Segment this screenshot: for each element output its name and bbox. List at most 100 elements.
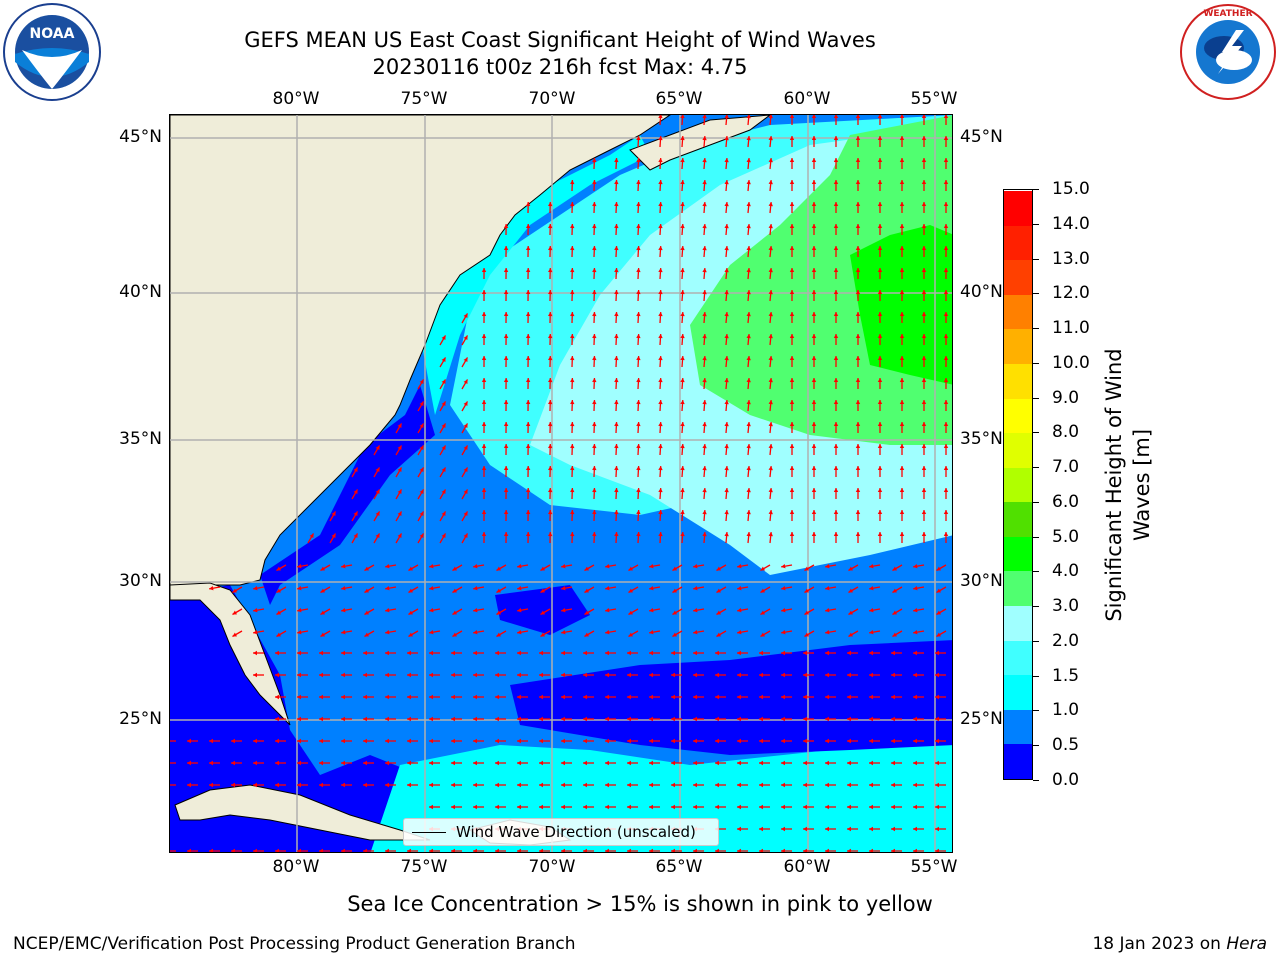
- direction-arrowhead: [297, 586, 302, 591]
- direction-arrowhead: [397, 533, 402, 539]
- direction-arrowhead: [584, 632, 590, 637]
- colorbar-segment: [1004, 398, 1032, 434]
- direction-arrowhead: [768, 356, 773, 361]
- direction-arrowhead: [921, 444, 927, 448]
- direction-arrowhead: [891, 782, 895, 788]
- direction-arrowhead: [803, 672, 807, 678]
- colorbar-segment: [1004, 536, 1032, 572]
- direction-arrowhead: [913, 826, 917, 832]
- direction-arrowhead: [353, 511, 358, 517]
- direction-arrowhead: [899, 510, 905, 514]
- direction-arrowhead: [702, 246, 707, 251]
- direction-arrowhead: [715, 782, 719, 788]
- direction-arrowhead: [636, 510, 641, 515]
- direction-arrowhead: [746, 312, 751, 317]
- direction-arrowhead: [921, 334, 927, 338]
- direction-arrowhead: [364, 610, 370, 615]
- direction-arrowhead: [913, 738, 917, 744]
- direction-arrowhead: [187, 760, 191, 766]
- direction-arrowhead: [737, 608, 742, 613]
- direction-arrowhead: [636, 400, 641, 405]
- direction-arrowhead: [833, 444, 839, 448]
- direction-arrowhead: [525, 510, 531, 515]
- direction-arrowhead: [803, 760, 807, 766]
- direction-arrowhead: [636, 422, 641, 427]
- direction-arrowhead: [913, 694, 917, 700]
- direction-arrowhead: [759, 694, 763, 700]
- direction-arrowhead: [811, 334, 817, 338]
- direction-arrowhead: [855, 400, 861, 404]
- direction-arrowhead: [759, 672, 763, 678]
- direction-arrowhead: [605, 738, 609, 744]
- legend-label: Wind Wave Direction (unscaled): [456, 823, 696, 841]
- direction-arrowhead: [636, 378, 641, 383]
- direction-arrowhead: [943, 400, 949, 404]
- colorbar-tick: [1033, 780, 1039, 781]
- direction-arrowhead: [353, 467, 358, 473]
- direction-arrowhead: [877, 312, 883, 316]
- colorbar-tick: [1033, 432, 1039, 434]
- direction-arrowhead: [463, 313, 468, 319]
- direction-arrowhead: [473, 782, 477, 788]
- direction-arrowhead: [584, 610, 590, 615]
- direction-arrowhead: [724, 378, 729, 383]
- lat-label-left: 35°N: [119, 429, 162, 449]
- direction-arrowhead: [671, 760, 675, 766]
- direction-arrowhead: [636, 356, 641, 361]
- colorbar-segment: [1004, 605, 1032, 641]
- direction-arrowhead: [570, 246, 575, 251]
- direction-arrowhead: [636, 158, 641, 163]
- direction-arrowhead: [913, 804, 917, 810]
- direction-arrowhead: [495, 782, 499, 788]
- direction-arrowhead: [877, 422, 883, 426]
- direction-arrowhead: [811, 158, 817, 162]
- direction-arrowhead: [833, 115, 839, 118]
- direction-arrowhead: [627, 760, 631, 766]
- direction-arrowhead: [503, 488, 509, 493]
- colorbar-segment: [1004, 225, 1032, 261]
- direction-arrowhead: [825, 650, 829, 656]
- direction-arrowhead: [341, 672, 345, 678]
- direction-arrowhead: [680, 378, 685, 383]
- direction-arrowhead: [341, 760, 345, 766]
- direction-arrowhead: [592, 510, 597, 515]
- colorbar-tick-label: 7.0: [1052, 457, 1080, 478]
- direction-arrowhead: [375, 445, 380, 451]
- direction-arrowhead: [441, 335, 446, 341]
- direction-arrowhead: [407, 738, 411, 744]
- direction-arrowhead: [811, 444, 817, 448]
- direction-arrowhead: [614, 202, 619, 207]
- direction-arrowhead: [892, 632, 898, 637]
- direction-arrowhead: [693, 650, 697, 656]
- florida-land: [170, 582, 291, 726]
- direction-arrowhead: [855, 488, 861, 492]
- direction-arrowhead: [429, 804, 433, 810]
- colorbar-tick-label: 8.0: [1052, 422, 1080, 443]
- direction-arrowhead: [363, 694, 367, 700]
- direction-arrowhead: [441, 423, 446, 429]
- direction-arrowhead: [891, 826, 895, 832]
- direction-arrowhead: [943, 356, 949, 360]
- direction-arrowhead: [525, 422, 531, 427]
- colorbar-tick-label: 6.0: [1052, 491, 1080, 512]
- direction-arrowhead: [451, 672, 455, 678]
- direction-arrowhead: [276, 610, 282, 615]
- direction-arrowhead: [833, 532, 839, 536]
- direction-arrowhead: [627, 650, 631, 656]
- direction-arrowhead: [680, 312, 685, 317]
- direction-arrowhead: [636, 268, 641, 273]
- colorbar-segment: [1004, 259, 1032, 295]
- direction-arrowhead: [539, 716, 543, 722]
- direction-arrowhead: [768, 400, 773, 405]
- direction-arrowhead: [759, 804, 763, 810]
- direction-arrowhead: [605, 586, 610, 591]
- direction-arrowhead: [913, 630, 918, 635]
- direction-arrowhead: [811, 422, 817, 426]
- direction-arrowhead: [921, 488, 927, 492]
- direction-arrowhead: [811, 180, 817, 184]
- direction-arrowhead: [877, 224, 883, 228]
- direction-arrowhead: [693, 564, 698, 569]
- direction-arrowhead: [658, 158, 663, 163]
- direction-arrowhead: [525, 268, 531, 273]
- direction-arrowhead: [746, 400, 751, 405]
